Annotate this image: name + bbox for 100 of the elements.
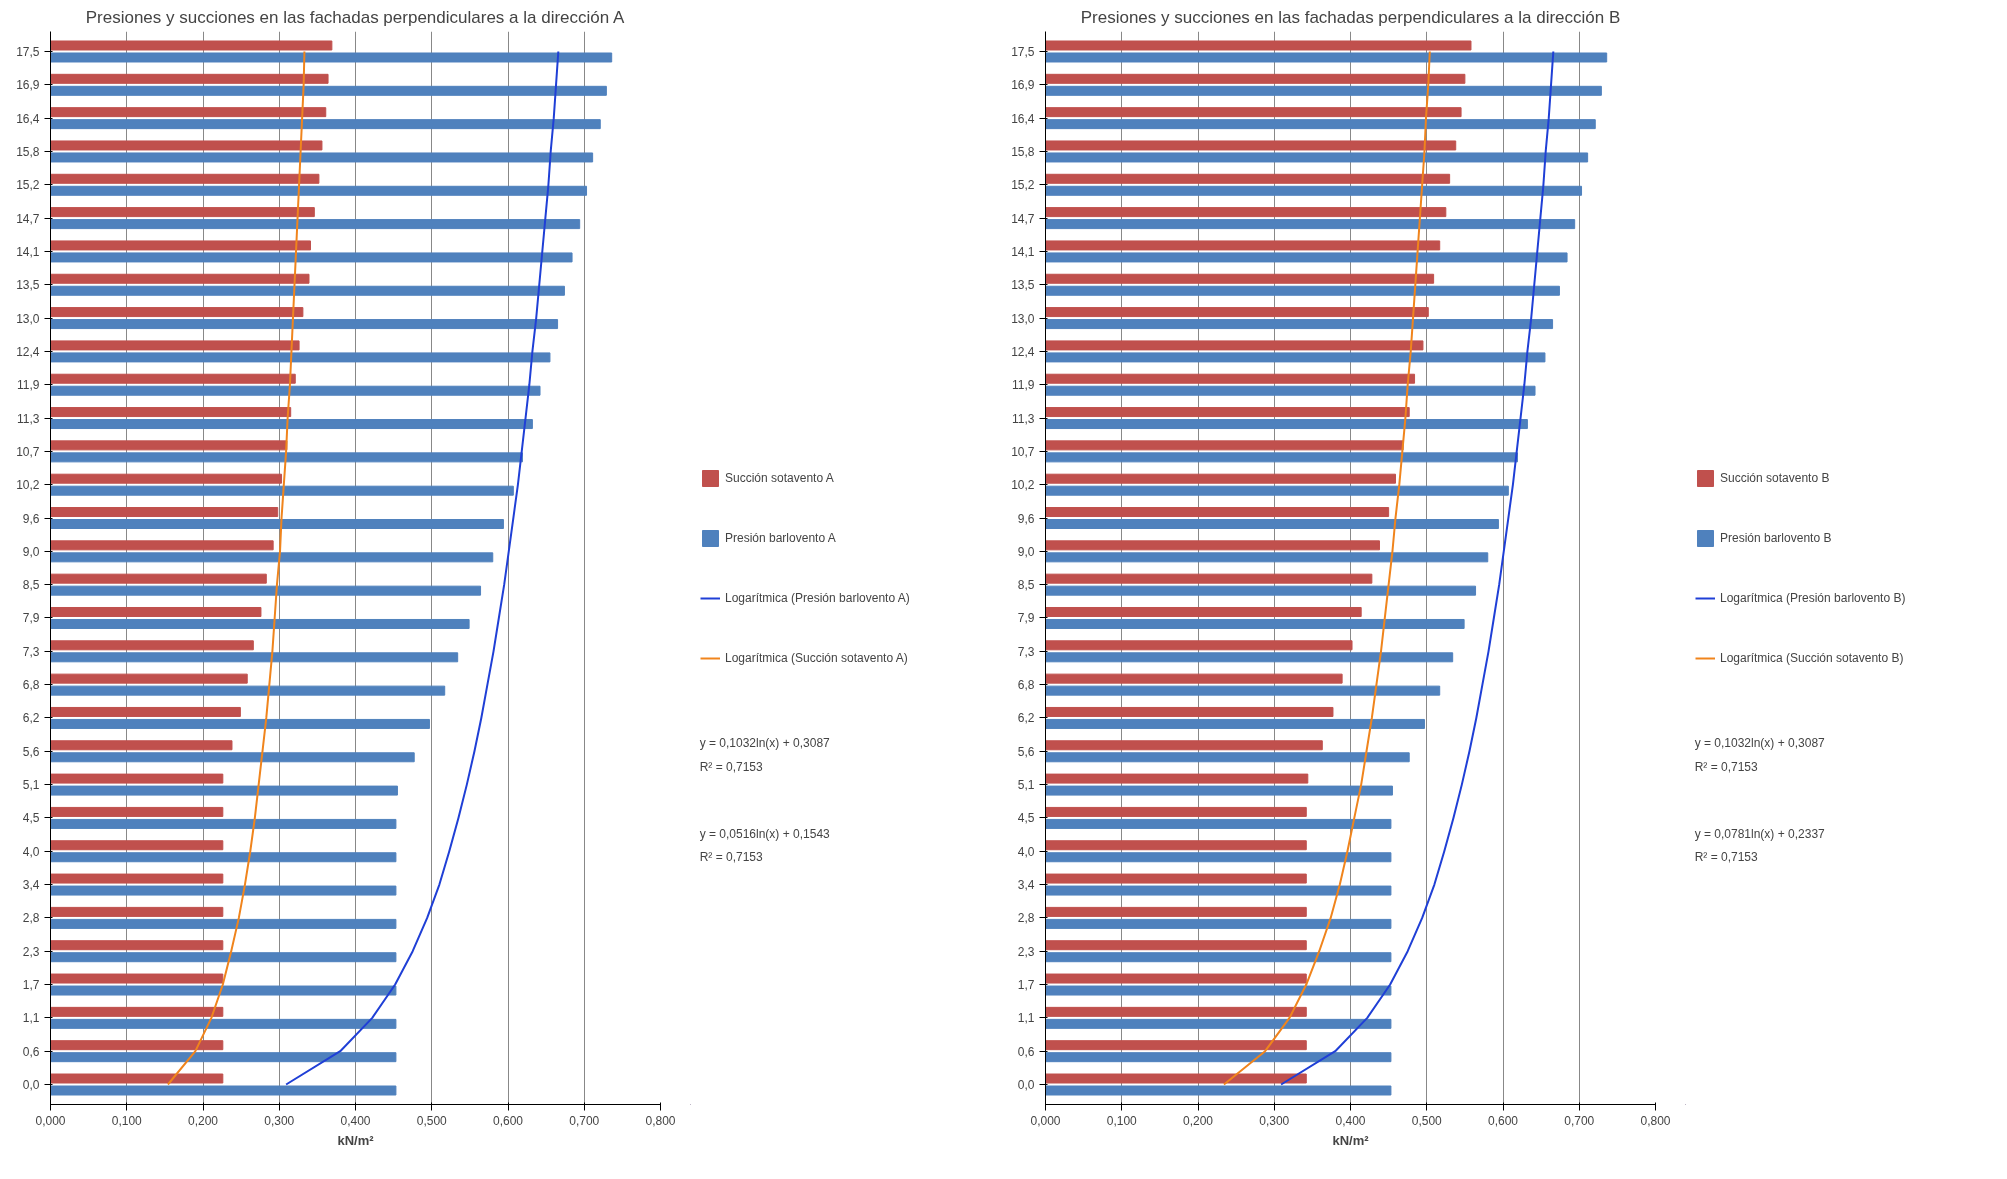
bar — [50, 1085, 397, 1096]
text: y = 0,1032ln(x) + 0,3087 — [699, 736, 831, 751]
legend-label: Succión sotavento A — [725, 470, 834, 485]
y-tick-label: 11,3 — [1012, 411, 1035, 426]
y-tick-label: 5,6 — [1017, 744, 1035, 759]
bar — [1045, 73, 1466, 84]
bar — [50, 73, 329, 84]
bar — [1045, 685, 1441, 696]
bar — [1045, 918, 1392, 929]
bar — [1045, 473, 1396, 484]
bar — [50, 940, 224, 951]
bar — [1045, 340, 1424, 351]
y-tick-label: 15,8 — [1011, 144, 1035, 159]
bar — [50, 1052, 397, 1063]
y-tick-label: 15,2 — [16, 178, 40, 193]
bar — [1045, 985, 1392, 996]
text: y = 0,0781ln(x) + 0,2337 — [1694, 826, 1826, 841]
y-tick-label: 5,6 — [22, 744, 40, 759]
bar — [1045, 285, 1560, 296]
x-tick-label: 0,200 — [1182, 1113, 1214, 1128]
bar — [1045, 1073, 1307, 1084]
bar — [50, 352, 551, 363]
x-tick-label: 0,300 — [1259, 1113, 1290, 1128]
bar — [1045, 419, 1528, 430]
text: R² = 0,7153 — [699, 850, 764, 865]
bar — [50, 752, 415, 763]
y-tick-label: 5,1 — [1017, 778, 1035, 793]
bar — [50, 340, 300, 351]
bar — [50, 806, 224, 817]
bar — [50, 973, 224, 984]
bar — [1045, 818, 1392, 829]
bar — [50, 40, 333, 51]
y-tick-label: 5,1 — [22, 778, 40, 793]
bar — [50, 219, 581, 230]
bar — [1045, 740, 1323, 751]
y-tick-label: 4,0 — [22, 844, 40, 859]
bar — [1045, 906, 1307, 917]
bar — [50, 785, 398, 796]
bar — [1045, 152, 1589, 163]
bar — [50, 618, 470, 629]
y-tick-label: 0,6 — [1017, 1044, 1035, 1059]
text: R² = 0,7153 — [1694, 760, 1759, 775]
bar — [50, 773, 224, 784]
bar — [1045, 806, 1307, 817]
bar — [50, 407, 292, 418]
bar — [50, 740, 233, 751]
bar — [50, 207, 315, 218]
bar — [1045, 952, 1392, 963]
bar — [50, 107, 327, 118]
bar — [50, 885, 397, 896]
y-tick-label: 12,4 — [1011, 344, 1035, 359]
bar — [50, 419, 533, 430]
bar — [50, 1073, 224, 1084]
y-tick-label: 16,4 — [16, 111, 40, 126]
legend-label: Presión barlovento A — [725, 530, 836, 545]
y-tick-label: 2,3 — [1017, 944, 1035, 959]
bar — [1045, 785, 1393, 796]
y-tick-label: 13,5 — [16, 278, 40, 293]
bar — [1045, 940, 1307, 951]
y-tick-label: 14,1 — [16, 244, 40, 259]
y-tick-label: 7,9 — [1017, 611, 1035, 626]
text: R² = 0,7153 — [699, 760, 764, 775]
bar — [50, 485, 514, 496]
y-tick-label: 15,8 — [16, 144, 40, 159]
y-tick-label: 4,0 — [1017, 844, 1035, 859]
bar — [1045, 119, 1596, 130]
y-tick-label: 3,4 — [22, 878, 40, 893]
x-tick-label: 0,100 — [111, 1113, 143, 1128]
bar — [50, 440, 288, 451]
x-tick-label: 0,500 — [416, 1113, 448, 1128]
y-tick-label: 11,9 — [1012, 378, 1035, 393]
x-tick-label: 0,500 — [1411, 1113, 1443, 1128]
y-tick-label: 11,9 — [17, 378, 40, 393]
bar — [50, 873, 224, 884]
bar — [1045, 173, 1451, 184]
y-tick-label: 7,3 — [22, 644, 40, 659]
y-tick-label: 9,0 — [22, 544, 40, 559]
bar — [1045, 552, 1489, 563]
bar — [50, 319, 559, 330]
bar — [50, 52, 613, 63]
bar — [50, 852, 397, 863]
y-tick-label: 6,8 — [1017, 678, 1035, 693]
y-tick-label: 6,8 — [22, 678, 40, 693]
bar — [1045, 273, 1435, 284]
bar — [1045, 452, 1518, 463]
y-tick-label: 17,5 — [16, 44, 40, 59]
bar — [50, 818, 397, 829]
bar — [50, 685, 446, 696]
y-tick-label: 14,7 — [1011, 211, 1035, 226]
bar — [1045, 652, 1454, 663]
y-tick-label: 4,5 — [22, 811, 40, 826]
bar — [1045, 618, 1465, 629]
bar — [50, 1006, 224, 1017]
bar — [50, 307, 304, 318]
bar — [50, 373, 296, 384]
text: R² = 0,7153 — [1694, 850, 1759, 865]
bar — [50, 1040, 224, 1051]
bar — [50, 673, 248, 684]
bar — [50, 706, 241, 717]
bar — [1045, 319, 1554, 330]
